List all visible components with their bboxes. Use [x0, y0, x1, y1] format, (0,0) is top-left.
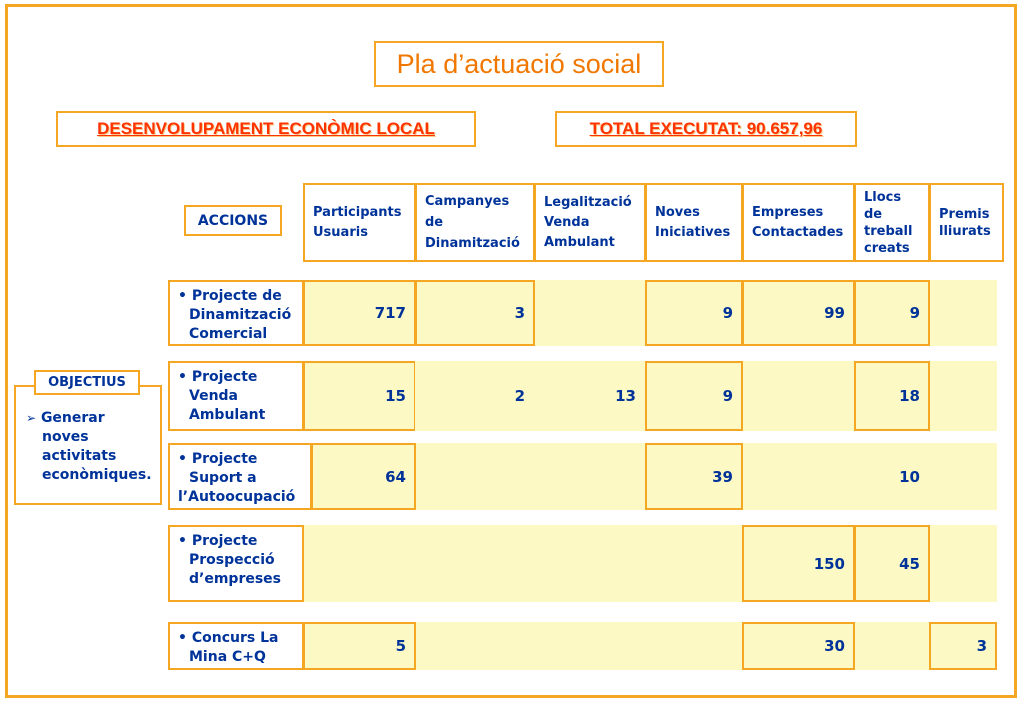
page-title: Pla d’actuació social — [374, 41, 664, 87]
table-cell: 9 — [645, 280, 743, 346]
arrow-bullet-icon: ➢ — [26, 411, 37, 425]
table-cell: 18 — [854, 361, 930, 431]
objectius-box: ➢ Generar noves activitats econòmiques. — [14, 385, 162, 505]
table-cell: 150 — [742, 525, 855, 602]
table-cell: 30 — [742, 622, 855, 670]
row-strip — [303, 622, 997, 670]
table-cell: 9 — [854, 280, 930, 346]
accions-label: ACCIONS — [184, 205, 282, 236]
total-banner: TOTAL EXECUTAT: 90.657,96 — [555, 111, 857, 147]
table-cell: 10 — [854, 443, 930, 510]
table-row-label: Concurs La Mina C+Q — [168, 622, 304, 670]
page-frame — [5, 4, 1017, 698]
table-cell: 2 — [415, 361, 535, 431]
column-header-participants: Participants Usuaris — [303, 183, 416, 262]
column-header-noves: Noves Iniciatives — [645, 183, 743, 262]
column-header-llocs: Llocs de treball creats — [854, 183, 930, 262]
table-row-label: Projecte de Dinamització Comercial — [168, 280, 304, 346]
column-header-campanyes: Campanyes de Dinamització — [415, 183, 535, 262]
table-cell: 64 — [311, 443, 416, 510]
table-cell: 717 — [303, 280, 416, 346]
table-row-label: Projecte Prospecció d’empreses — [168, 525, 304, 602]
table-cell: 9 — [645, 361, 743, 431]
table-cell: 5 — [303, 622, 416, 670]
table-row-label: Projecte Venda Ambulant — [168, 361, 304, 431]
table-row-label: Projecte Suport a l’Autoocupació — [168, 443, 312, 510]
column-header-legalitzacio: Legalització Venda Ambulant — [534, 183, 646, 262]
column-header-empreses: Empreses Contactades — [742, 183, 855, 262]
table-cell: 39 — [645, 443, 743, 510]
objectius-label: OBJECTIUS — [34, 370, 140, 395]
table-cell: 13 — [534, 361, 646, 431]
column-header-premis: Premis lliurats — [929, 183, 1004, 262]
table-cell: 99 — [742, 280, 855, 346]
table-cell: 15 — [303, 361, 416, 431]
table-cell: 3 — [929, 622, 997, 670]
section-banner: DESENVOLUPAMENT ECONÒMIC LOCAL — [56, 111, 476, 147]
table-cell: 3 — [415, 280, 535, 346]
table-cell: 45 — [854, 525, 930, 602]
